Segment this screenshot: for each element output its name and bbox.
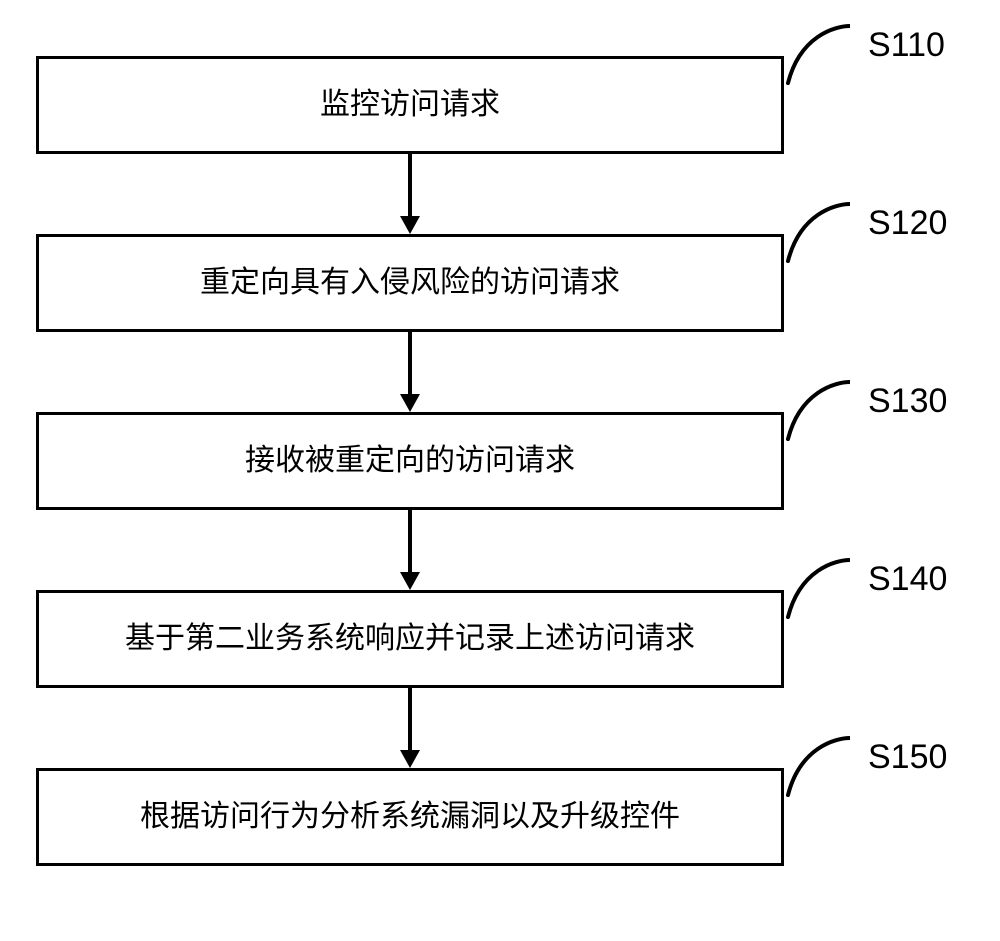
- flow-node-label: 根据访问行为分析系统漏洞以及升级控件: [130, 799, 690, 835]
- flow-node-label: 重定向具有入侵风险的访问请求: [190, 265, 630, 301]
- flow-node: 重定向具有入侵风险的访问请求: [36, 234, 784, 332]
- flow-node: 根据访问行为分析系统漏洞以及升级控件: [36, 768, 784, 866]
- flow-arrow-line: [408, 688, 412, 750]
- step-label: S150: [868, 738, 947, 777]
- step-label: S130: [868, 382, 947, 421]
- flow-node: 监控访问请求: [36, 56, 784, 154]
- flow-node: 接收被重定向的访问请求: [36, 412, 784, 510]
- flow-arrow-head-icon: [400, 572, 420, 590]
- flow-node: 基于第二业务系统响应并记录上述访问请求: [36, 590, 784, 688]
- flow-arrow-head-icon: [400, 216, 420, 234]
- flow-arrow-head-icon: [400, 394, 420, 412]
- step-label: S110: [868, 26, 945, 65]
- flow-arrow-line: [408, 510, 412, 572]
- step-label: S120: [868, 204, 947, 243]
- flow-node-label: 基于第二业务系统响应并记录上述访问请求: [115, 621, 705, 657]
- label-hook-icon: [780, 21, 850, 91]
- flow-arrow-line: [408, 332, 412, 394]
- label-hook-icon: [780, 377, 850, 447]
- step-label: S140: [868, 560, 947, 599]
- flow-arrow-line: [408, 154, 412, 216]
- flow-node-label: 监控访问请求: [310, 87, 510, 123]
- label-hook-icon: [780, 733, 850, 803]
- flow-arrow-head-icon: [400, 750, 420, 768]
- flow-node-label: 接收被重定向的访问请求: [235, 443, 585, 479]
- flowchart-canvas: 监控访问请求 S110 重定向具有入侵风险的访问请求 S120 接收被重定向的访问请求 S…: [0, 0, 1000, 941]
- label-hook-icon: [780, 199, 850, 269]
- label-hook-icon: [780, 555, 850, 625]
